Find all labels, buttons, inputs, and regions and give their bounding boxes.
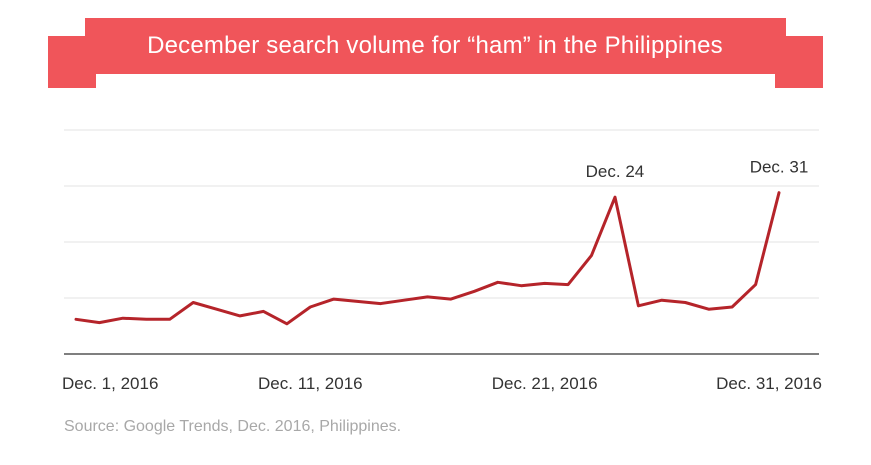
peak-annotations: Dec. 24 Dec. 31 [586, 158, 809, 181]
chart-title: December search volume for “ham” in the … [147, 32, 723, 59]
x-tick-labels: Dec. 1, 2016 Dec. 11, 2016 Dec. 21, 2016 De… [62, 374, 822, 393]
peak-label: Dec. 24 [586, 162, 645, 181]
line-chart: Dec. 1, 2016 Dec. 11, 2016 Dec. 21, 2016 De… [62, 129, 822, 393]
gridlines [64, 129, 819, 299]
banner-ribbon [85, 18, 786, 74]
x-tick-label: Dec. 21, 2016 [492, 374, 598, 393]
source-note: Source: Google Trends, Dec. 2016, Philip… [64, 418, 402, 435]
title-banner [48, 18, 823, 88]
peak-label: Dec. 31 [750, 158, 809, 177]
x-tick-label: Dec. 1, 2016 [62, 374, 158, 393]
x-tick-label: Dec. 31, 2016 [716, 374, 822, 393]
series-line-ham [74, 191, 781, 326]
x-tick-label: Dec. 11, 2016 [258, 374, 363, 393]
